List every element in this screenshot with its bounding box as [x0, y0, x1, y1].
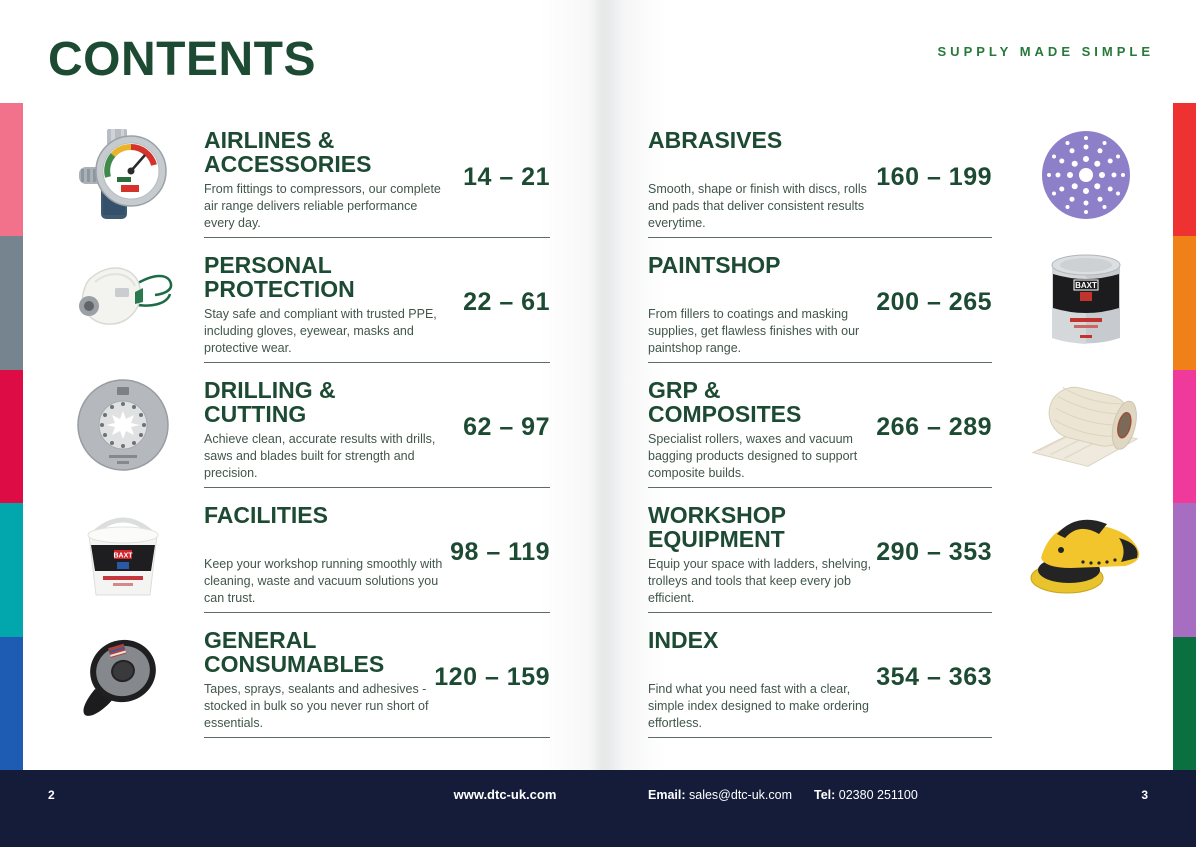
tel-number: 02380 251100: [838, 788, 918, 802]
svg-text:BAXT: BAXT: [1075, 281, 1097, 290]
section-description: From fillers to coatings and masking sup…: [648, 307, 860, 355]
row-divider: [648, 362, 992, 363]
left-page: AIRLINES & ACCESSORIES From fittings to …: [48, 113, 550, 738]
section-title: PAINTSHOP: [648, 252, 781, 278]
section-description: Smooth, shape or finish with discs, roll…: [648, 182, 867, 230]
footer-bar: 2 www.dtc-uk.com Email: sales@dtc-uk.com…: [0, 770, 1196, 847]
row-divider: [204, 487, 550, 488]
page-spine-shadow: [540, 0, 665, 770]
row-divider: [204, 237, 550, 238]
section-page-range: 200 – 265: [876, 288, 992, 316]
contact-info: Email: sales@dtc-uk.com Tel: 02380 251100: [648, 788, 918, 802]
row-divider: [648, 487, 992, 488]
section-title: WORKSHOP EQUIPMENT: [648, 502, 786, 552]
section-page-range: 354 – 363: [876, 663, 992, 691]
page-title: CONTENTS: [48, 33, 316, 86]
stripe-orange: [1173, 236, 1196, 370]
purple-sanding-disc-image: [1027, 117, 1145, 233]
row-divider: [204, 612, 550, 613]
section-description: Tapes, sprays, sealants and adhesives - …: [204, 682, 429, 730]
toc-row-personal-protection: PERSONAL PROTECTION Stay safe and compli…: [48, 238, 550, 363]
left-edge-color-stripes: [0, 103, 23, 771]
row-divider: [648, 237, 992, 238]
section-description: Achieve clean, accurate results with dri…: [204, 432, 436, 480]
stripe-gray: [0, 236, 23, 370]
section-title: GRP & COMPOSITES: [648, 377, 802, 427]
tel-label: Tel:: [814, 788, 836, 802]
section-page-range: 160 – 199: [876, 163, 992, 191]
stripe-pink: [0, 103, 23, 237]
email-label: Email:: [648, 788, 686, 802]
row-divider: [204, 737, 550, 738]
tape-roll-image: [48, 617, 198, 733]
section-title: GENERAL CONSUMABLES: [204, 627, 385, 677]
fibreglass-roll-image: [1027, 367, 1145, 483]
toc-row-facilities: BAXT FACILITIES Keep your workshop runni…: [48, 488, 550, 613]
toc-row-index: INDEX Find what you need fast with a cle…: [648, 613, 1145, 738]
section-title: AIRLINES & ACCESSORIES: [204, 127, 372, 177]
section-page-range: 22 – 61: [463, 288, 550, 316]
row-divider: [648, 737, 992, 738]
section-page-range: 290 – 353: [876, 538, 992, 566]
stripe-teal: [0, 503, 23, 637]
stripe-red: [1173, 103, 1196, 237]
section-title: FACILITIES: [204, 502, 328, 528]
section-title: INDEX: [648, 627, 719, 653]
stripe-purple: [1173, 503, 1196, 637]
right-page-number: 3: [1141, 788, 1148, 802]
row-divider: [204, 362, 550, 363]
section-description: Keep your workshop running smoothly with…: [204, 557, 443, 605]
toc-row-drilling-cutting: DRILLING & CUTTING Achieve clean, accura…: [48, 363, 550, 488]
section-page-range: 120 – 159: [434, 663, 550, 691]
respirator-mask-image: [48, 242, 198, 358]
stripe-magenta: [1173, 369, 1196, 504]
row-divider: [648, 612, 992, 613]
section-title: ABRASIVES: [648, 127, 783, 153]
section-page-range: 98 – 119: [450, 538, 550, 566]
email-address: sales@dtc-uk.com: [689, 788, 792, 802]
tagline: SUPPLY MADE SIMPLE: [937, 44, 1154, 59]
section-page-range: 62 – 97: [463, 413, 550, 441]
svg-text:BAXT: BAXT: [113, 553, 133, 560]
air-regulator-gauge-image: [48, 117, 198, 233]
toc-row-workshop-equipment: WORKSHOP EQUIPMENT Equip your space with…: [648, 488, 1145, 613]
left-page-number: 2: [48, 788, 55, 802]
cleaning-tub-image: BAXT: [48, 492, 198, 608]
orbital-sander-image: [1027, 492, 1145, 608]
section-description: Equip your space with ladders, shelving,…: [648, 557, 872, 605]
circular-saw-blade-image: [48, 367, 198, 483]
toc-row-general-consumables: GENERAL CONSUMABLES Tapes, sprays, seala…: [48, 613, 550, 738]
website-text: www.dtc-uk.com: [453, 787, 557, 802]
stripe-blue: [0, 636, 23, 771]
section-title: DRILLING & CUTTING: [204, 377, 336, 427]
right-edge-color-stripes: [1173, 103, 1196, 771]
toc-row-airlines: AIRLINES & ACCESSORIES From fittings to …: [48, 113, 550, 238]
section-description: From fittings to compressors, our comple…: [204, 182, 441, 230]
toc-row-abrasives: ABRASIVES Smooth, shape or finish with d…: [648, 113, 1145, 238]
section-title: PERSONAL PROTECTION: [204, 252, 355, 302]
section-description: Find what you need fast with a clear, si…: [648, 682, 869, 730]
right-page: ABRASIVES Smooth, shape or finish with d…: [648, 113, 1145, 738]
stripe-green: [1173, 636, 1196, 771]
section-page-range: 14 – 21: [463, 163, 550, 191]
stripe-crimson: [0, 369, 23, 504]
toc-row-paintshop: BAXT PAINTSHOP From fillers to coatings …: [648, 238, 1145, 363]
section-page-range: 266 – 289: [876, 413, 992, 441]
section-description: Stay safe and compliant with trusted PPE…: [204, 307, 437, 355]
section-description: Specialist rollers, waxes and vacuum bag…: [648, 432, 858, 480]
paint-can-image: BAXT: [1027, 242, 1145, 358]
toc-row-grp-composites: GRP & COMPOSITES Specialist rollers, wax…: [648, 363, 1145, 488]
